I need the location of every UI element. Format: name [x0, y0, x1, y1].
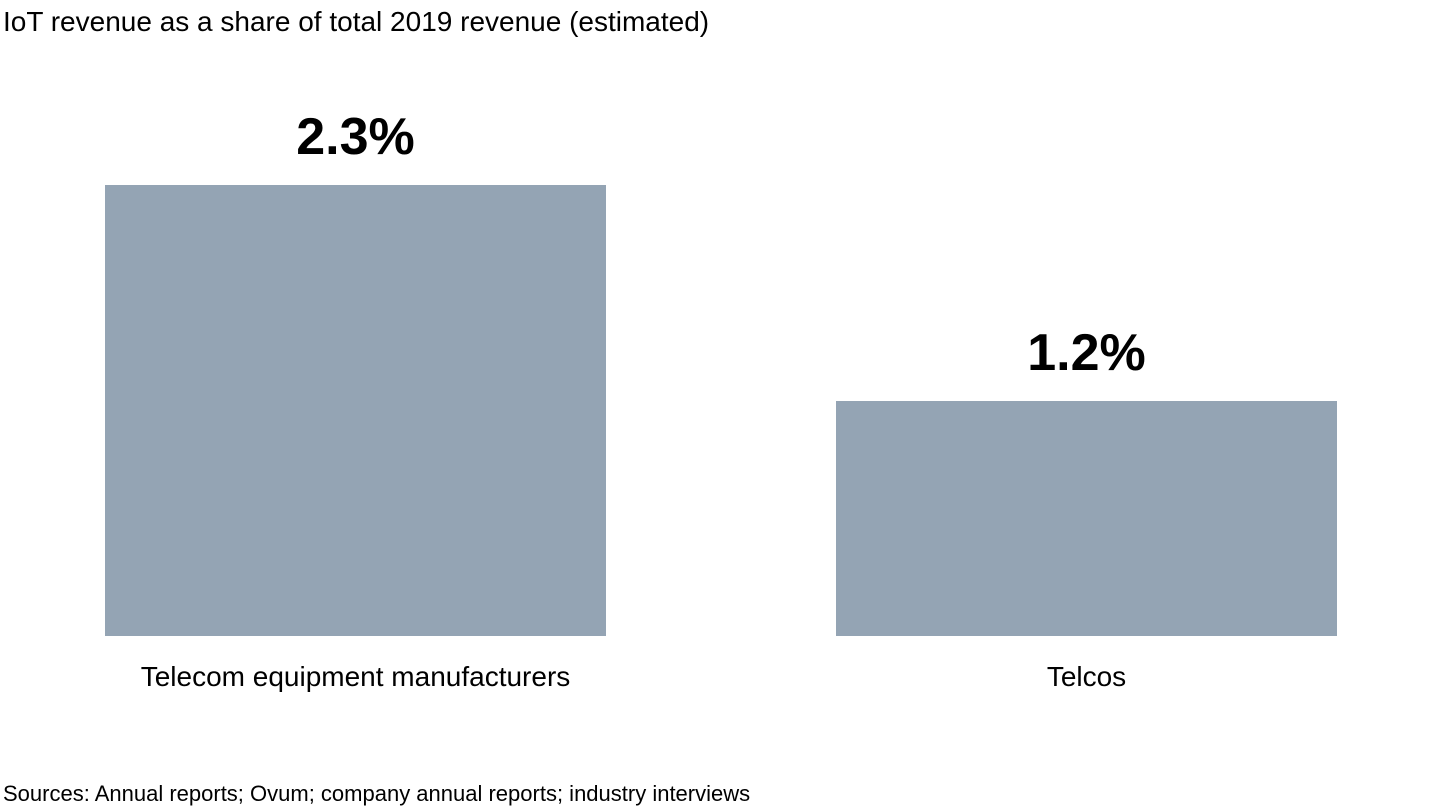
chart-title: IoT revenue as a share of total 2019 rev… [3, 6, 710, 37]
bar-group-telecom-equipment-manufacturers: 2.3% Telecom equipment manufacturers [105, 0, 606, 692]
bar-telcos [836, 401, 1337, 636]
sources-note: Sources: Annual reports; Ovum; company a… [3, 781, 751, 806]
bar-category-label: Telecom equipment manufacturers [140, 661, 571, 692]
plot-area: 2.3% Telecom equipment manufacturers 1.2… [105, 0, 1337, 692]
bar-group-telcos: 1.2% Telcos [836, 0, 1337, 692]
bar-value-label: 1.2% [1027, 324, 1146, 382]
bar-value-label: 2.3% [296, 108, 415, 166]
bar-telecom-equipment-manufacturers [105, 185, 606, 636]
bar-category-label: Telcos [1046, 661, 1127, 692]
